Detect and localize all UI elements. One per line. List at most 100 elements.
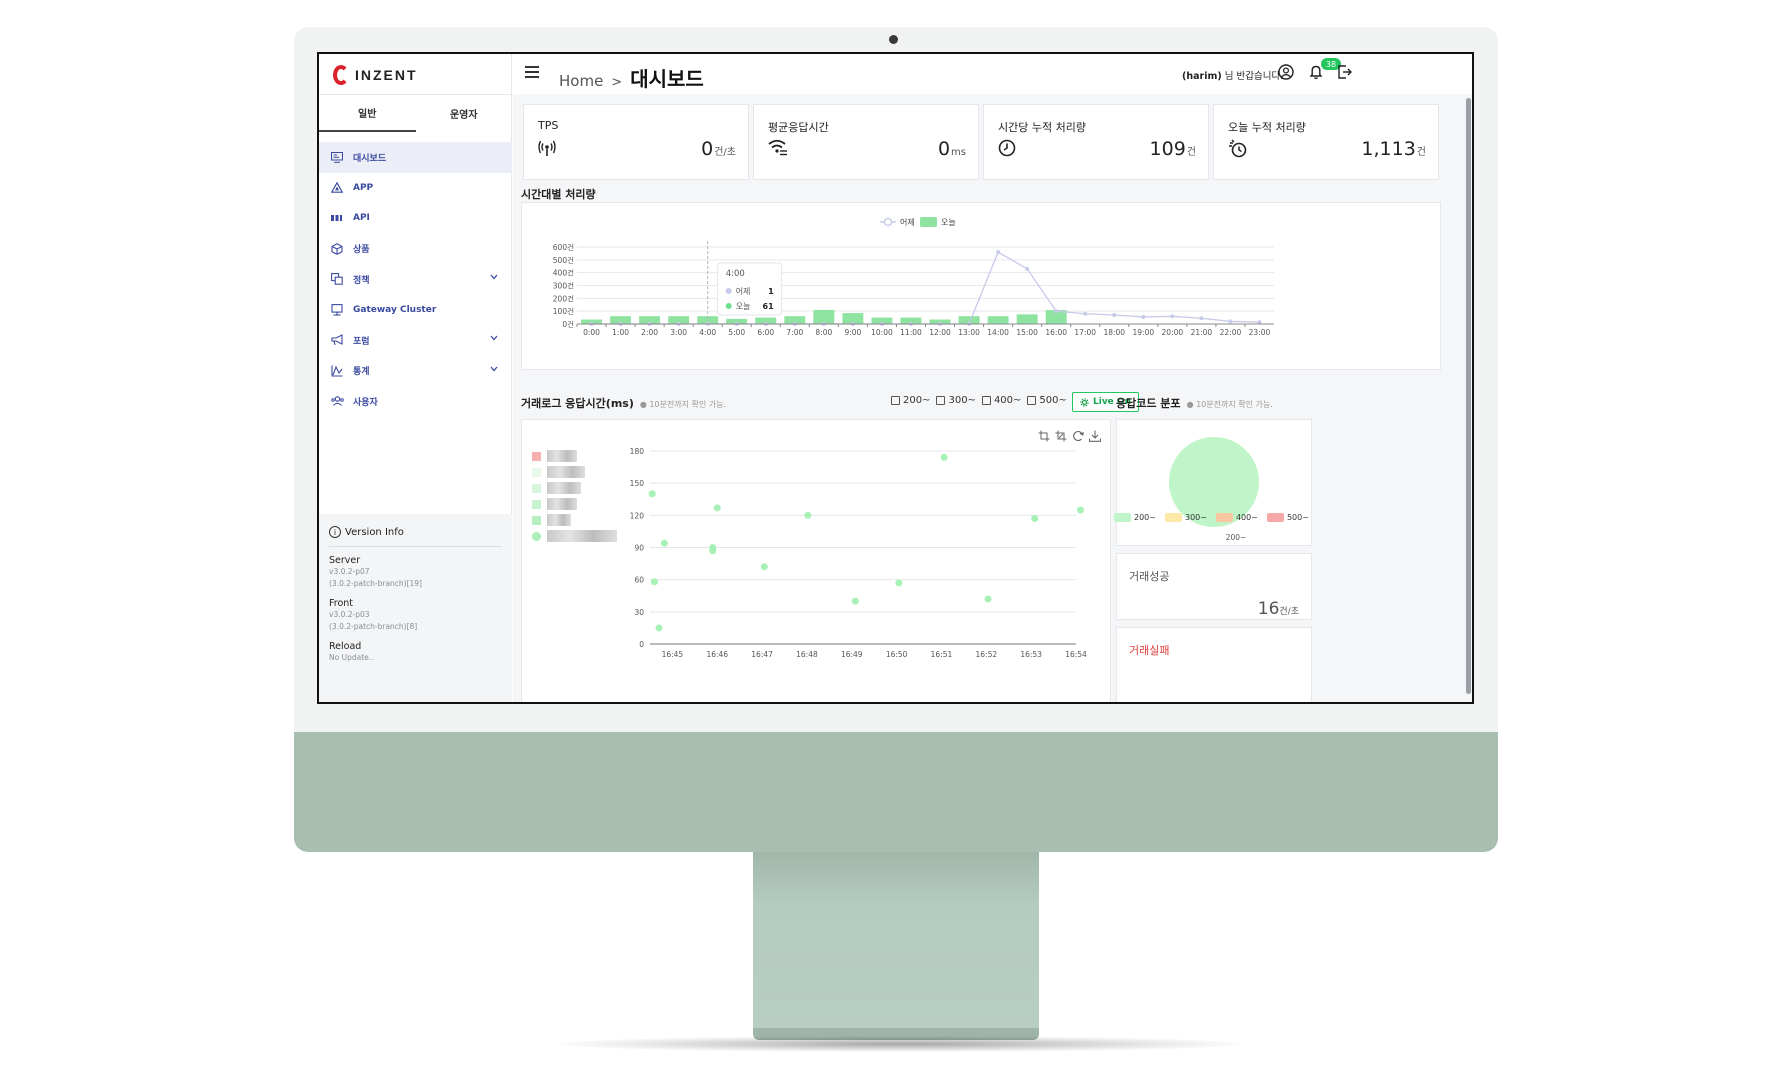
legend-400[interactable]: 400~ bbox=[1215, 513, 1258, 522]
sidebar-item-label: API bbox=[353, 213, 370, 224]
x-tick-label: 0:00 bbox=[583, 328, 600, 337]
page-title: 대시보드 bbox=[630, 67, 704, 91]
tab-operator[interactable]: 운영자 bbox=[449, 110, 478, 121]
kpi-card-avg-response: 평균응답시간 0ms bbox=[753, 104, 979, 180]
point-yesterday bbox=[1054, 309, 1059, 314]
x-tick-label: 19:00 bbox=[1133, 328, 1155, 337]
x-tick-label: 2:00 bbox=[641, 328, 658, 337]
tab-general[interactable]: 일반 bbox=[319, 95, 416, 132]
x-tick-label: 9:00 bbox=[844, 328, 861, 337]
point-yesterday bbox=[1228, 319, 1233, 324]
y-tick-label: 400건 bbox=[553, 268, 574, 278]
stats-icon bbox=[330, 365, 344, 377]
scatter-point bbox=[660, 539, 668, 547]
response-chart-panel: 0 30 60 90 120 150 180 16:45 16:46 16:47 16:48 16:4… bbox=[521, 419, 1111, 702]
sidebar-item-api[interactable]: API bbox=[319, 203, 512, 234]
kpi-card-hourly-total: 시간당 누적 처리량 109건 bbox=[983, 104, 1209, 180]
filter-300-checkbox[interactable]: 300~ bbox=[936, 395, 976, 406]
bar-today bbox=[581, 319, 602, 324]
sidebar-item-label: 통계 bbox=[353, 367, 370, 378]
scatter-point bbox=[709, 547, 717, 555]
x-tick-label: 16:00 bbox=[1045, 328, 1067, 337]
refresh-icon[interactable] bbox=[1072, 430, 1084, 442]
chevron-down-icon[interactable] bbox=[490, 365, 498, 375]
x-tick-label: 4:00 bbox=[699, 328, 716, 337]
logout-icon[interactable] bbox=[1337, 64, 1353, 80]
bar-today bbox=[668, 316, 690, 324]
sidebar-item-app[interactable]: APP bbox=[319, 173, 512, 204]
legend-300[interactable]: 300~ bbox=[1164, 513, 1207, 522]
front-version: v3.0.2-p03 bbox=[329, 610, 370, 619]
chevron-down-icon[interactable] bbox=[490, 273, 498, 283]
legend-yesterday-marker bbox=[883, 217, 893, 227]
front-branch: (3.0.2-patch-branch)[8] bbox=[329, 622, 418, 631]
pie-slice-label: 200~ bbox=[1226, 533, 1247, 542]
chart-tooltip: 4:00 어제 1 오늘 61 bbox=[717, 262, 783, 316]
y-tick-label: 0 bbox=[639, 640, 644, 649]
legend-today-label: 오늘 bbox=[941, 218, 956, 227]
zoom-reset-icon[interactable] bbox=[1055, 430, 1067, 442]
tooltip-box bbox=[717, 262, 783, 316]
bar-today bbox=[610, 316, 632, 324]
sidebar-item-gateway-cluster[interactable]: Gateway Cluster bbox=[319, 295, 512, 326]
zoom-select-icon[interactable] bbox=[1038, 430, 1050, 442]
sidebar-item-stats[interactable]: 통계 bbox=[319, 356, 512, 387]
live-on-label: Live On bbox=[1093, 397, 1131, 407]
kpi-number: 0 bbox=[937, 138, 951, 160]
kpi-card-today-total: 오늘 누적 처리량 1,113건 bbox=[1213, 104, 1439, 180]
scatter-point bbox=[655, 624, 663, 632]
x-tick-label: 20:00 bbox=[1162, 328, 1184, 337]
sidebar-item-forum[interactable]: 포럼 bbox=[319, 325, 512, 356]
megaphone-icon bbox=[330, 334, 344, 346]
success-label: 거래성공 bbox=[1129, 570, 1170, 583]
sidebar-item-users[interactable]: 사용자 bbox=[319, 386, 512, 417]
tooltip-label: 어제 bbox=[736, 286, 751, 296]
tooltip-dot-today bbox=[725, 303, 732, 309]
logo[interactable]: INZENT bbox=[333, 64, 418, 86]
bar-today bbox=[842, 313, 864, 324]
bell-icon[interactable] bbox=[1308, 64, 1324, 80]
kpi-label: TPS bbox=[538, 119, 559, 132]
point-yesterday bbox=[1141, 314, 1146, 319]
sidebar-item-dashboard[interactable]: 대시보드 bbox=[319, 142, 512, 173]
scatter-point bbox=[1031, 515, 1039, 523]
filter-500-checkbox[interactable]: 500~ bbox=[1027, 395, 1067, 406]
point-yesterday bbox=[1112, 313, 1117, 318]
timer-icon bbox=[1228, 139, 1248, 163]
user-account-icon[interactable] bbox=[1278, 64, 1294, 80]
breadcrumb-home[interactable]: Home bbox=[559, 72, 604, 90]
live-on-button[interactable]: Live On bbox=[1072, 392, 1139, 412]
x-tick-label: 12:00 bbox=[929, 328, 951, 337]
kpi-unit: 건 bbox=[1186, 147, 1196, 158]
chevron-down-icon[interactable] bbox=[490, 334, 498, 344]
x-tick-label: 7:00 bbox=[786, 328, 803, 337]
x-tick-label: 1:00 bbox=[612, 328, 629, 337]
legend-500[interactable]: 500~ bbox=[1266, 513, 1309, 522]
cube-icon bbox=[330, 242, 344, 255]
legend-200[interactable]: 200~ bbox=[1114, 513, 1156, 522]
version-title: i Version Info bbox=[329, 526, 502, 547]
download-icon[interactable] bbox=[1088, 430, 1102, 442]
hourly-chart-panel: 어제 오늘 0건 100건 200건 300건 400건 500건 600건 0:00 1:00 2:… bbox=[521, 202, 1441, 370]
menu-icon[interactable] bbox=[525, 66, 539, 81]
filter-label: 500~ bbox=[1039, 395, 1067, 406]
sidebar-item-product[interactable]: 상품 bbox=[319, 234, 512, 265]
legend-swatch bbox=[1164, 513, 1182, 522]
y-tick-label: 300건 bbox=[553, 281, 574, 291]
dashboard-icon bbox=[330, 151, 344, 163]
kpi-unit: 건/초 bbox=[714, 147, 736, 158]
filter-200-checkbox[interactable]: 200~ bbox=[891, 395, 930, 406]
reload-link[interactable]: Reload bbox=[329, 641, 362, 652]
copy-icon bbox=[330, 273, 344, 285]
antenna-icon bbox=[538, 139, 556, 161]
kpi-unit: ms bbox=[951, 147, 966, 158]
hourly-chart-title: 시간대별 처리량 bbox=[521, 188, 596, 201]
bar-today bbox=[726, 318, 748, 324]
success-card: 거래성공 16건/초 bbox=[1116, 553, 1312, 620]
sidebar-item-policy[interactable]: 정책 bbox=[319, 264, 512, 295]
filter-400-checkbox[interactable]: 400~ bbox=[981, 395, 1021, 406]
scatter-point bbox=[804, 511, 812, 519]
bar-today bbox=[900, 317, 922, 324]
main-scrollbar[interactable] bbox=[1466, 98, 1471, 694]
scatter-point bbox=[713, 504, 721, 512]
